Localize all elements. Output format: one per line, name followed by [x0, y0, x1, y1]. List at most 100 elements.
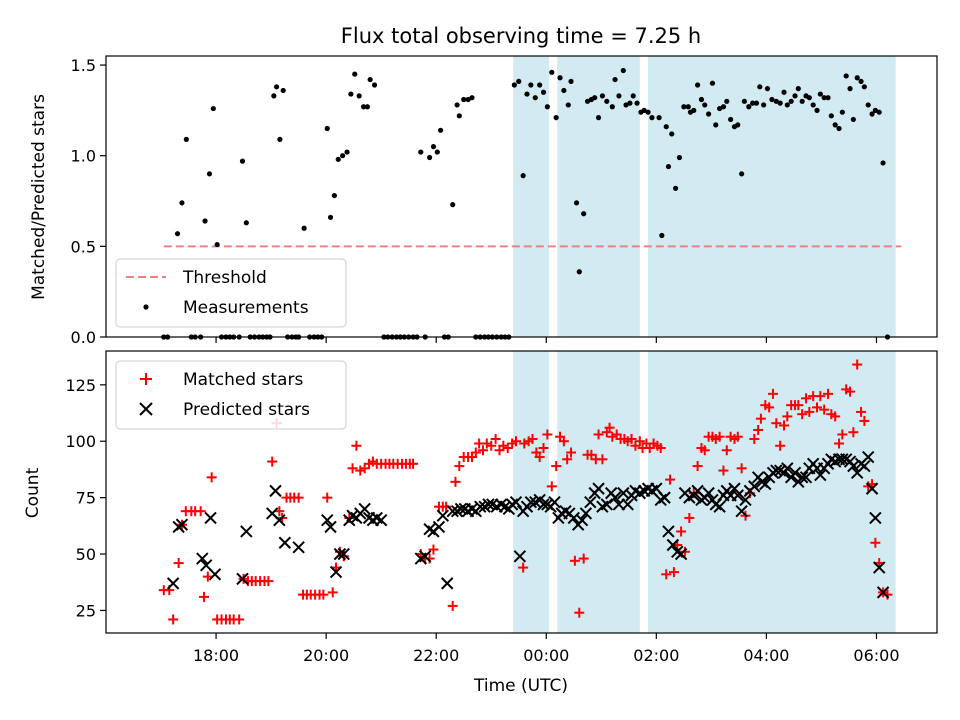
data-point-plus — [819, 404, 830, 415]
data-point-plus — [699, 445, 710, 456]
x-stroke — [329, 565, 343, 579]
data-point — [817, 91, 823, 97]
data-point — [174, 231, 181, 237]
data-point — [728, 116, 734, 123]
x-stroke — [579, 507, 593, 520]
data-point — [620, 67, 626, 74]
data-point-x — [814, 468, 827, 482]
data-point — [663, 124, 669, 130]
data-point — [609, 104, 615, 110]
data-point — [717, 105, 723, 112]
data-point-plus — [558, 436, 569, 447]
x-stroke — [873, 561, 886, 574]
data-point — [691, 107, 697, 113]
data-point-plus — [771, 418, 782, 429]
data-point — [348, 91, 354, 97]
data-point-x — [674, 547, 688, 561]
x-stroke — [236, 572, 249, 586]
x-stroke — [748, 480, 761, 493]
x-stroke — [321, 513, 334, 527]
data-point-plus — [793, 400, 804, 411]
data-point — [239, 158, 246, 164]
data-point — [861, 84, 867, 90]
data-point — [839, 109, 845, 115]
data-point-x — [204, 511, 217, 525]
data-point-plus — [721, 445, 732, 456]
data-point-x — [600, 498, 614, 511]
counts-panel: 25 50 75 100 125 18:00 20:00 22:00 00:00 02:00 04:… — [65, 350, 938, 665]
data-point — [843, 73, 849, 79]
x-stroke — [418, 550, 432, 563]
x-stroke — [773, 464, 787, 477]
data-point-x — [333, 547, 347, 561]
data-point-x — [658, 491, 671, 504]
data-point-plus — [408, 458, 419, 469]
x-stroke — [691, 484, 704, 498]
data-point-plus — [347, 463, 358, 474]
data-point — [665, 163, 672, 170]
data-point-plus — [848, 427, 859, 438]
data-point-x — [509, 495, 523, 509]
x-stroke — [799, 471, 813, 484]
data-point — [561, 87, 567, 94]
data-point-plus — [607, 431, 618, 442]
x-tick-label: 00:00 — [523, 646, 569, 665]
data-point-x — [465, 502, 479, 516]
data-point-plus — [198, 591, 209, 602]
legend-label: Measurements — [183, 298, 309, 318]
data-point — [360, 104, 367, 110]
data-point-x — [575, 513, 589, 527]
data-point-x — [196, 552, 209, 565]
data-point — [540, 89, 547, 95]
x-stroke — [731, 489, 744, 502]
data-point-x — [788, 466, 802, 480]
data-point-plus — [234, 614, 245, 625]
data-point-plus — [634, 436, 645, 447]
x-stroke — [278, 536, 292, 549]
data-point — [634, 100, 640, 106]
data-point-plus — [755, 413, 766, 424]
x-stroke — [454, 502, 468, 516]
x-stroke — [862, 450, 875, 464]
data-point-plus — [859, 415, 870, 426]
data-point — [850, 116, 856, 123]
chart-title: Flux total observing time = 7.25 h — [341, 24, 701, 48]
data-point-x — [358, 502, 371, 516]
data-point — [280, 87, 286, 94]
x-stroke — [269, 484, 282, 498]
data-point — [746, 104, 752, 110]
data-point-plus — [351, 440, 362, 451]
x-stroke — [524, 495, 538, 509]
data-point — [454, 102, 460, 108]
data-point-x — [278, 536, 292, 549]
data-point-x — [440, 577, 454, 590]
data-point-plus — [852, 359, 863, 370]
x-tick-label: 20:00 — [303, 646, 349, 665]
x-stroke — [770, 464, 783, 477]
data-point — [553, 115, 559, 121]
data-point — [865, 102, 871, 108]
data-point — [581, 211, 587, 217]
data-point-plus — [692, 461, 703, 472]
data-point-plus — [490, 433, 501, 444]
data-point — [676, 154, 683, 161]
data-point-x — [869, 511, 882, 525]
data-point — [511, 82, 517, 88]
data-point — [210, 105, 216, 112]
data-point-plus — [684, 512, 695, 523]
data-point — [832, 122, 838, 128]
data-point-x — [436, 509, 450, 522]
data-point — [695, 82, 701, 88]
data-point-x — [524, 495, 538, 509]
data-point-x — [292, 541, 305, 554]
data-point — [532, 95, 538, 101]
x-stroke — [713, 500, 726, 513]
data-point — [741, 98, 747, 104]
data-point — [750, 100, 756, 106]
data-point — [698, 96, 705, 103]
data-point-plus — [845, 386, 856, 397]
data-point — [724, 98, 730, 104]
data-point — [592, 95, 598, 101]
y-tick-label: 1.0 — [71, 147, 96, 166]
data-point-x — [321, 513, 334, 527]
